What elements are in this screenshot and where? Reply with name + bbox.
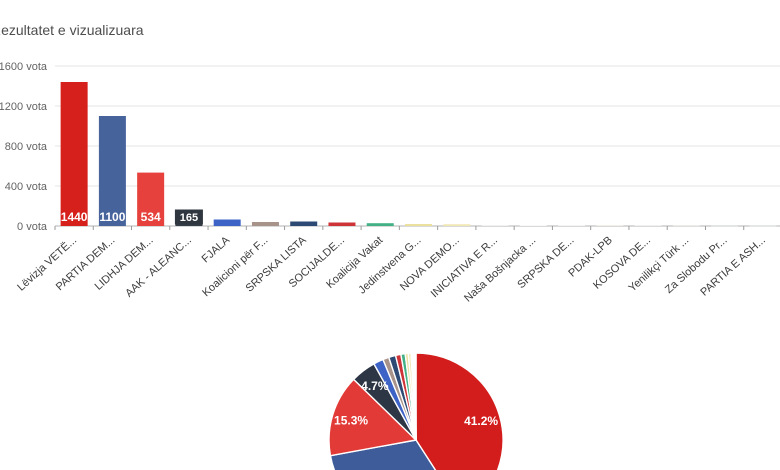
bar-5[interactable] <box>251 222 279 226</box>
x-axis-category-label: INICIATIVA E R... <box>429 234 500 300</box>
bar-9[interactable] <box>405 224 432 226</box>
pie-slice-percentage-label: 15.3% <box>334 413 368 427</box>
x-axis-category-label: AAK - ALEANC... <box>123 234 194 299</box>
pie-slice-0[interactable] <box>415 352 504 470</box>
bar-value-label: 1440 <box>61 210 88 224</box>
bar-value-label: 165 <box>180 212 198 224</box>
results-bar-chart: 0 vota 400 vota 800 vota 1200 vota 1600 vota… <box>0 61 780 305</box>
y-axis-tick-label: 800 vota <box>5 141 48 153</box>
bar-value-label-box <box>174 209 203 225</box>
bar-4[interactable] <box>213 219 241 227</box>
bar-7[interactable] <box>328 222 356 227</box>
bar-1[interactable] <box>98 116 126 226</box>
chart-title: Rezultatet e vizualizuara <box>0 22 144 38</box>
y-axis-tick-label: 0 vota <box>17 221 48 233</box>
y-axis-tick-label: 1600 vota <box>0 61 48 73</box>
bar-13[interactable] <box>558 225 586 227</box>
y-axis-tick-label: 400 vota <box>5 181 48 193</box>
bar-2[interactable] <box>137 172 165 226</box>
x-axis-category-label: Naša Bošnjacka ... <box>462 234 538 304</box>
y-axis-tick-label: 1200 vota <box>0 101 48 113</box>
bar-8[interactable] <box>366 223 394 226</box>
pie-slice-percentage-label: 4.7% <box>361 379 389 393</box>
bar-0[interactable] <box>60 82 88 226</box>
bar-6[interactable] <box>290 221 318 227</box>
bar-12[interactable] <box>519 225 547 227</box>
bar-10[interactable] <box>443 224 471 226</box>
pie-slice-percentage-label: 41.2% <box>464 414 498 428</box>
x-axis-category-label: FJALA <box>200 234 233 265</box>
results-pie-chart: 41.2% 15.3% 4.7% <box>328 352 504 470</box>
bar-11[interactable] <box>481 225 509 226</box>
x-axis-category-label: Koalicioni për F... <box>200 234 270 299</box>
pie-slice-2[interactable] <box>328 378 417 457</box>
bar-value-label: 1100 <box>99 210 125 224</box>
bar-value-label: 534 <box>141 210 161 224</box>
x-axis-category-label: PARTIA E ASH... <box>698 234 768 298</box>
pie-slice-1[interactable] <box>329 439 463 470</box>
